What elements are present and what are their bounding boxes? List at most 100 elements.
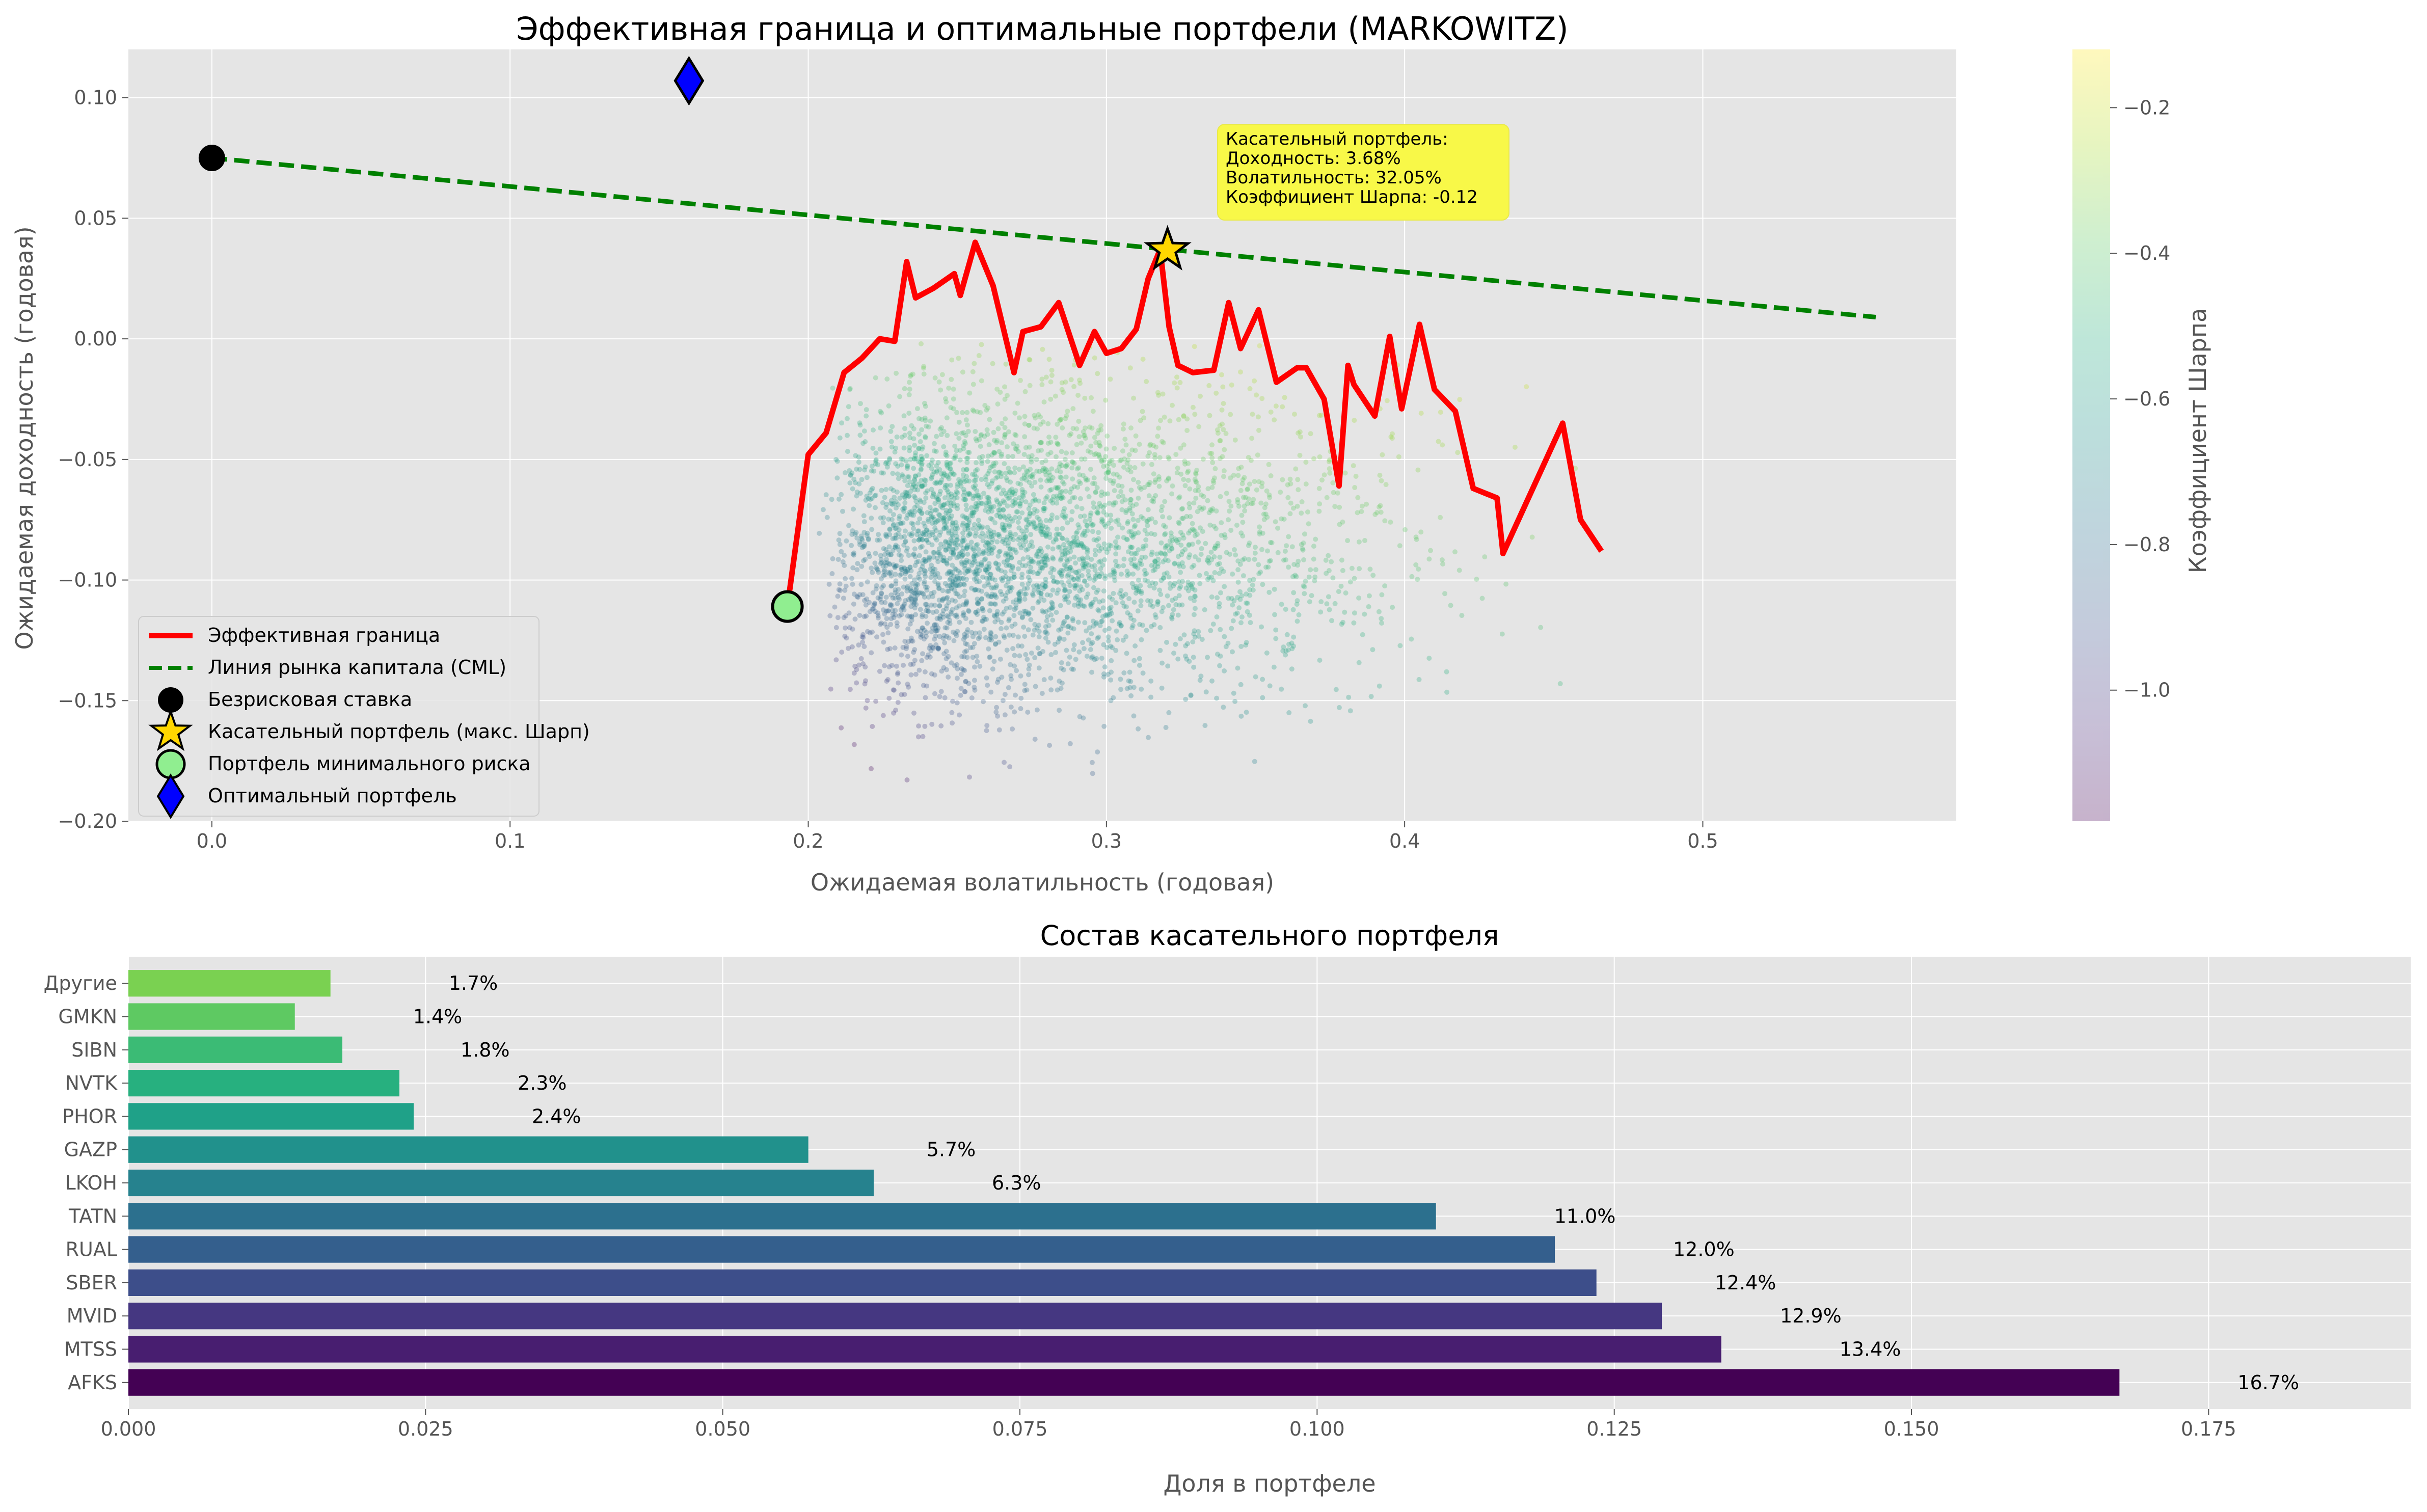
portfolio-point bbox=[1059, 665, 1064, 671]
portfolio-point bbox=[940, 611, 946, 617]
portfolio-point bbox=[930, 566, 936, 572]
portfolio-point bbox=[1213, 543, 1218, 549]
portfolio-point bbox=[992, 577, 998, 583]
portfolio-point bbox=[937, 694, 942, 699]
portfolio-point bbox=[1140, 516, 1146, 521]
portfolio-point bbox=[1059, 572, 1064, 577]
portfolio-point bbox=[966, 568, 972, 574]
portfolio-point bbox=[959, 576, 964, 581]
portfolio-point bbox=[1418, 529, 1424, 535]
portfolio-point bbox=[1263, 501, 1269, 507]
portfolio-point bbox=[1011, 537, 1016, 543]
portfolio-point bbox=[989, 601, 994, 607]
portfolio-point bbox=[1235, 665, 1241, 671]
portfolio-point bbox=[899, 566, 904, 572]
portfolio-point bbox=[1217, 571, 1222, 576]
portfolio-point bbox=[1140, 670, 1146, 676]
portfolio-point bbox=[1161, 575, 1167, 581]
portfolio-point bbox=[922, 595, 927, 600]
portfolio-point bbox=[1041, 609, 1046, 615]
portfolio-point bbox=[937, 634, 942, 639]
portfolio-point bbox=[999, 568, 1004, 574]
portfolio-point bbox=[1100, 505, 1106, 510]
portfolio-point bbox=[934, 555, 940, 561]
portfolio-point bbox=[1026, 666, 1032, 672]
portfolio-point bbox=[878, 515, 883, 521]
portfolio-point bbox=[1069, 486, 1074, 492]
portfolio-point bbox=[965, 533, 971, 538]
portfolio-point bbox=[965, 523, 970, 528]
portfolio-point bbox=[1205, 655, 1210, 660]
portfolio-point bbox=[1170, 612, 1175, 617]
portfolio-point bbox=[1043, 496, 1048, 501]
portfolio-point bbox=[1043, 518, 1049, 523]
optimal-diamond-marker bbox=[673, 56, 705, 106]
portfolio-point bbox=[949, 710, 955, 715]
portfolio-point bbox=[912, 554, 918, 559]
portfolio-point bbox=[1029, 473, 1034, 478]
portfolio-point bbox=[874, 634, 879, 640]
portfolio-point bbox=[973, 533, 978, 539]
portfolio-point bbox=[1135, 565, 1141, 571]
portfolio-point bbox=[902, 539, 908, 545]
portfolio-point bbox=[943, 449, 949, 455]
portfolio-point bbox=[1138, 598, 1144, 604]
portfolio-point bbox=[950, 471, 956, 477]
portfolio-point bbox=[869, 487, 874, 493]
portfolio-point bbox=[1192, 587, 1198, 593]
portfolio-point bbox=[1075, 393, 1081, 398]
portfolio-point bbox=[953, 631, 958, 636]
portfolio-point bbox=[1005, 454, 1011, 460]
portfolio-point bbox=[1070, 426, 1076, 431]
portfolio-point bbox=[1027, 357, 1032, 362]
portfolio-point bbox=[922, 482, 928, 488]
portfolio-point bbox=[1366, 593, 1372, 599]
portfolio-point bbox=[1182, 458, 1188, 464]
portfolio-point bbox=[1022, 563, 1028, 569]
portfolio-point bbox=[861, 644, 867, 650]
portfolio-point bbox=[1282, 549, 1288, 554]
portfolio-point bbox=[888, 573, 894, 579]
portfolio-point bbox=[1312, 574, 1318, 580]
portfolio-point bbox=[1038, 528, 1043, 533]
portfolio-point bbox=[847, 625, 852, 631]
portfolio-point bbox=[991, 529, 996, 535]
portfolio-point bbox=[941, 515, 947, 520]
portfolio-point bbox=[962, 563, 967, 569]
portfolio-point bbox=[1280, 648, 1286, 654]
portfolio-point bbox=[1032, 655, 1038, 660]
portfolio-point bbox=[1056, 531, 1061, 537]
portfolio-point bbox=[1256, 562, 1261, 568]
portfolio-point bbox=[915, 575, 921, 580]
portfolio-point bbox=[1161, 559, 1166, 564]
portfolio-point bbox=[842, 553, 847, 558]
portfolio-point bbox=[1273, 519, 1278, 525]
portfolio-point bbox=[977, 523, 983, 529]
portfolio-point bbox=[880, 632, 885, 637]
portfolio-point bbox=[1209, 455, 1215, 461]
portfolio-point bbox=[1077, 588, 1083, 594]
portfolio-point bbox=[1136, 726, 1141, 732]
portfolio-point bbox=[1018, 706, 1023, 711]
portfolio-point bbox=[1056, 587, 1061, 593]
portfolio-point bbox=[1147, 450, 1152, 455]
portfolio-point bbox=[934, 507, 939, 513]
portfolio-point bbox=[973, 501, 979, 506]
portfolio-point bbox=[923, 569, 928, 574]
portfolio-point bbox=[1084, 561, 1089, 566]
portfolio-point bbox=[1329, 559, 1334, 564]
portfolio-point bbox=[1084, 523, 1090, 528]
portfolio-point bbox=[921, 365, 926, 371]
portfolio-point bbox=[1238, 713, 1244, 719]
portfolio-point bbox=[1111, 695, 1116, 700]
portfolio-point bbox=[946, 569, 952, 574]
portfolio-point bbox=[1051, 579, 1057, 584]
portfolio-point bbox=[1103, 476, 1109, 481]
portfolio-point bbox=[1019, 575, 1024, 581]
portfolio-point bbox=[909, 533, 914, 538]
portfolio-point bbox=[1210, 506, 1216, 511]
portfolio-point bbox=[871, 606, 876, 611]
portfolio-point bbox=[1297, 429, 1303, 435]
portfolio-point bbox=[915, 559, 921, 564]
portfolio-point bbox=[1265, 564, 1271, 570]
